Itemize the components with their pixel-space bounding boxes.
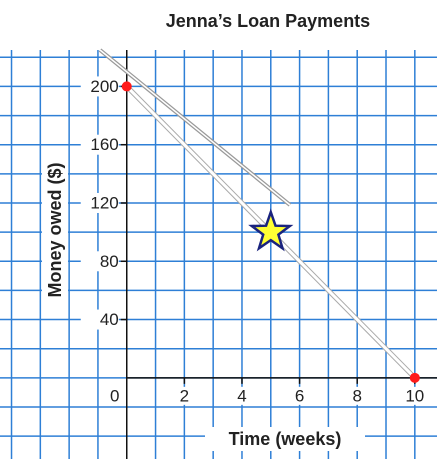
x-axis-label: Time (weeks) <box>229 429 342 449</box>
x-tick-label: 4 <box>237 386 246 405</box>
y-tick-label: 160 <box>90 135 118 154</box>
x-tick-label: 8 <box>352 386 361 405</box>
x-tick-label: 0 <box>110 386 119 405</box>
y-tick-label: 80 <box>100 252 119 271</box>
x-tick-label: 2 <box>180 386 189 405</box>
label-bg <box>80 251 119 272</box>
label-bg <box>288 386 311 405</box>
label-bg <box>205 427 365 451</box>
y-axis-label: Money owed ($) <box>45 162 65 297</box>
label-bg <box>80 76 119 97</box>
decor-line <box>99 49 291 206</box>
star <box>248 208 294 252</box>
point <box>409 372 420 383</box>
label-bg <box>80 192 119 213</box>
label-bg <box>80 309 119 330</box>
label-bg <box>42 150 68 310</box>
label-bg <box>80 134 119 155</box>
label-bg <box>346 386 369 405</box>
label-bg <box>403 386 426 405</box>
label-bg <box>103 386 126 405</box>
x-tick-label: 10 <box>405 386 424 405</box>
label-bg <box>173 386 196 405</box>
y-tick-label: 40 <box>100 310 119 329</box>
y-tick-label: 200 <box>90 77 118 96</box>
x-tick-label: 6 <box>295 386 304 405</box>
y-tick-label: 120 <box>90 193 118 212</box>
chart-title: Jenna’s Loan Payments <box>166 11 370 31</box>
point <box>121 81 132 92</box>
label-bg <box>230 386 253 405</box>
